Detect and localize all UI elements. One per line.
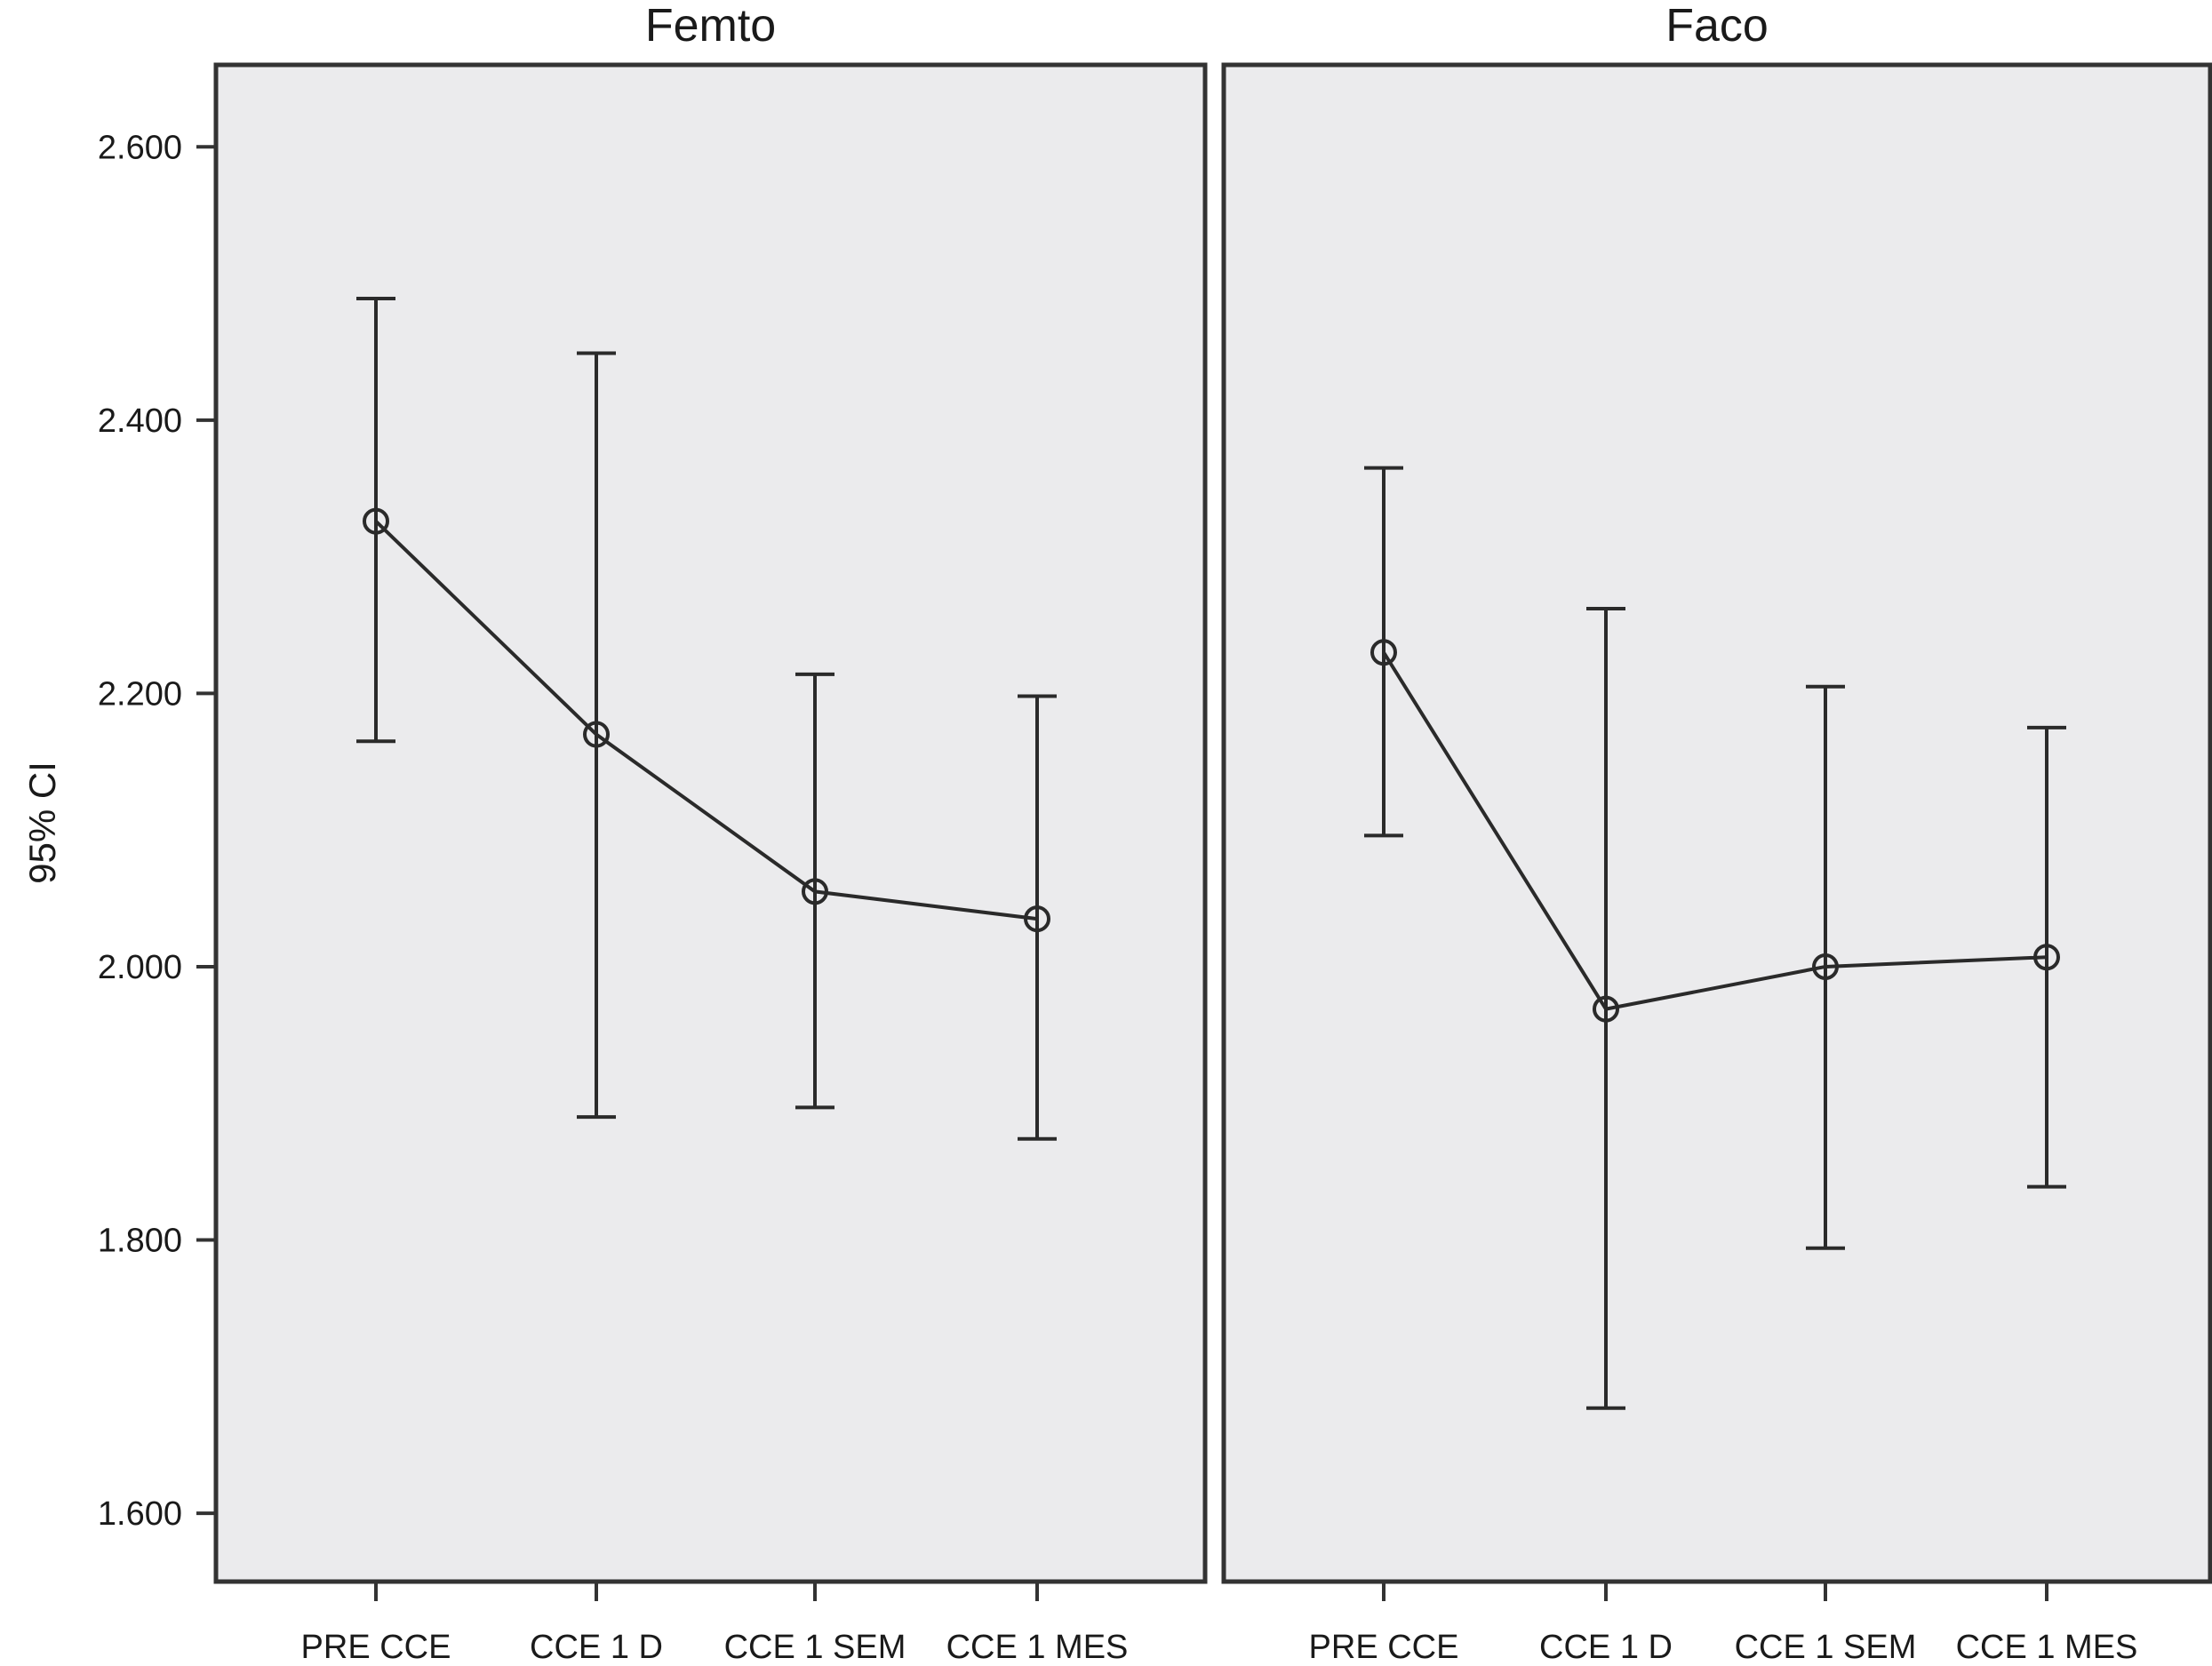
x-tick-label: CCE 1 MES <box>1956 1629 2138 1666</box>
x-tick-label: CCE 1 SEM <box>724 1629 906 1666</box>
x-tick-label: PRE CCE <box>1309 1629 1459 1666</box>
y-tick-label: 1.800 <box>98 1223 182 1260</box>
panel-background <box>213 62 1208 1584</box>
mean-point <box>363 507 389 535</box>
mean-line <box>374 520 1038 921</box>
panel-femto: Femto PRE CCE CCE 1 D CCE 1 SEM CCE 1 MES <box>213 0 1208 1666</box>
y-tick-label: 2.600 <box>98 129 182 166</box>
mean-point <box>1370 639 1397 666</box>
x-tick-label: CCE 1 SEM <box>1735 1629 1917 1666</box>
mean-point <box>802 878 828 905</box>
x-tick-label: CCE 1 D <box>1539 1629 1673 1666</box>
panel-background <box>1221 62 2212 1584</box>
y-tick-label: 2.000 <box>98 949 182 986</box>
y-tick-label: 2.400 <box>98 403 182 440</box>
x-tick-label: PRE CCE <box>301 1629 451 1666</box>
x-tick-label: CCE 1 D <box>530 1629 663 1666</box>
mean-point <box>583 721 610 748</box>
panel-title: Faco <box>1665 0 1769 52</box>
mean-point <box>2033 944 2060 971</box>
x-tick-label: CCE 1 MES <box>946 1629 1129 1666</box>
mean-point <box>1812 953 1839 980</box>
y-axis: 1.600 1.800 2.000 2.200 2.400 2.600 <box>98 65 218 1582</box>
panel-title: Femto <box>645 0 776 52</box>
mean-line <box>1382 651 2048 1011</box>
y-tick-label: 1.600 <box>98 1495 182 1533</box>
mean-point <box>1024 905 1050 933</box>
panel-faco: Faco PRE CCE CCE 1 D CCE 1 SEM CCE 1 MES <box>1221 0 2212 1666</box>
mean-point <box>1593 995 1619 1023</box>
y-tick-label: 2.200 <box>98 675 182 713</box>
y-axis-title: 95% CI <box>21 761 63 884</box>
